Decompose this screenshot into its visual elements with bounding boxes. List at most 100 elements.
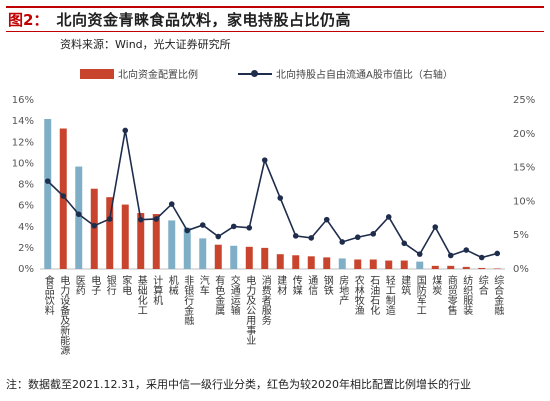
- x-tick-label: 商贸零售: [445, 274, 457, 316]
- line-point: [60, 193, 67, 199]
- bar: [478, 267, 486, 269]
- x-tick-label: 有色金属: [213, 274, 225, 316]
- line-point: [308, 235, 315, 241]
- line-point: [463, 247, 470, 253]
- x-tick-label: 交通运输: [228, 274, 240, 316]
- y-right-tick-label: 5%: [513, 230, 529, 241]
- x-tick-label: 轻工制造: [383, 274, 395, 315]
- legend-label-holding-ratio: 北向持股占自由流通A股市值比（右轴）: [276, 70, 453, 81]
- bar: [245, 246, 253, 269]
- bar: [230, 245, 238, 269]
- series-line: [47, 130, 498, 259]
- line-point: [153, 216, 160, 222]
- x-tick-label: 家电: [120, 274, 132, 295]
- line-point: [230, 223, 237, 230]
- bar: [292, 255, 300, 269]
- x-tick-label: 电子: [89, 274, 101, 295]
- bar: [323, 257, 331, 269]
- x-tick-label: 机械: [166, 274, 178, 296]
- bar: [447, 265, 455, 269]
- bar: [168, 220, 176, 269]
- bar: [385, 260, 393, 269]
- line-point: [323, 216, 330, 223]
- bar: [369, 259, 377, 269]
- x-tick-label: 钢铁: [321, 274, 333, 296]
- footnote: 注：数据截至2021.12.31，采用中信一级行业分类，红色为较2020年相比配…: [6, 378, 471, 391]
- source-note: 资料来源：Wind，光大证券研究所: [60, 38, 231, 51]
- bar: [431, 265, 439, 269]
- x-tick-label: 建筑: [399, 274, 411, 295]
- x-tick-label: 综合金融: [492, 274, 504, 316]
- y-left-tick-label: 6%: [18, 201, 34, 212]
- figure-header: 图2： 北向资金青睐食品饮料，家电持股占比仍高: [6, 6, 544, 32]
- bar: [121, 204, 129, 269]
- bar: [106, 197, 114, 269]
- line-point: [184, 227, 191, 234]
- bar: [416, 261, 424, 269]
- figure-title: 北向资金青睐食品饮料，家电持股占比仍高: [56, 11, 351, 29]
- line-point: [370, 231, 377, 237]
- x-tick-label: 房地产: [337, 274, 349, 306]
- legend-swatch-line: [238, 69, 272, 79]
- y-right-tick-label: 20%: [513, 129, 535, 140]
- bar: [338, 258, 346, 269]
- legend-item-allocation: 北向资金配置比例: [80, 66, 198, 81]
- line-point: [478, 254, 485, 261]
- line-point: [44, 178, 51, 184]
- y-right-tick-label: 0%: [513, 264, 529, 275]
- line-point: [447, 252, 454, 259]
- bar: [152, 214, 160, 269]
- legend-label-allocation: 北向资金配置比例: [118, 70, 198, 81]
- line-point: [385, 214, 392, 220]
- line-point: [199, 222, 206, 228]
- line-point: [494, 250, 501, 257]
- line-point: [91, 222, 98, 229]
- bar: [276, 254, 284, 269]
- x-tick-label: 电力及公用事业: [244, 274, 256, 345]
- legend-item-holding-ratio: 北向持股占自由流通A股市值比（右轴）: [238, 66, 453, 81]
- x-tick-label: 纺织服装: [461, 274, 473, 316]
- x-tick-label: 石油石化: [368, 275, 380, 315]
- bar: [307, 256, 315, 269]
- bar: [199, 238, 207, 269]
- y-left-tick-label: 16%: [12, 95, 34, 106]
- x-tick-label: 电力设备及新能源: [58, 274, 70, 356]
- x-tick-label: 基础化工: [135, 274, 147, 315]
- x-tick-label: 综合: [476, 274, 488, 296]
- y-right-tick-label: 15%: [513, 163, 535, 174]
- y-left-tick-label: 10%: [12, 158, 34, 169]
- y-left-tick-label: 4%: [18, 222, 34, 233]
- line-point: [246, 224, 253, 231]
- x-tick-label: 银行: [104, 274, 116, 296]
- x-tick-label: 计算机: [151, 274, 163, 306]
- line-point: [416, 251, 423, 257]
- x-tick-label: 汽车: [197, 274, 209, 296]
- line-point: [292, 233, 299, 239]
- legend-swatch-bar: [80, 68, 114, 79]
- line-point: [277, 195, 284, 201]
- bar: [137, 213, 145, 269]
- y-left-tick-label: 12%: [12, 137, 34, 148]
- bar: [183, 227, 191, 269]
- bar: [261, 247, 269, 269]
- y-left-tick-label: 2%: [18, 243, 34, 254]
- x-tick-label: 消费者服务: [259, 274, 271, 326]
- bar: [462, 266, 470, 269]
- line-point: [122, 127, 129, 134]
- line-point: [401, 240, 408, 247]
- x-tick-label: 农林牧渔: [352, 274, 364, 316]
- x-tick-label: 通信: [306, 275, 318, 296]
- x-tick-label: 建材: [275, 274, 287, 295]
- y-left-tick-label: 14%: [12, 116, 34, 127]
- x-tick-label: 国防军工: [414, 275, 426, 315]
- x-tick-label: 传媒: [290, 275, 302, 296]
- y-right-tick-label: 25%: [513, 95, 535, 106]
- line-point: [354, 234, 361, 241]
- x-tick-label: 非银行金融: [182, 275, 194, 326]
- line-point: [432, 224, 439, 230]
- figure-number: 图2：: [8, 11, 49, 29]
- x-tick-label: 食品饮料: [42, 274, 54, 316]
- line-point: [339, 239, 346, 245]
- line-point: [215, 233, 222, 240]
- line-point: [168, 201, 175, 207]
